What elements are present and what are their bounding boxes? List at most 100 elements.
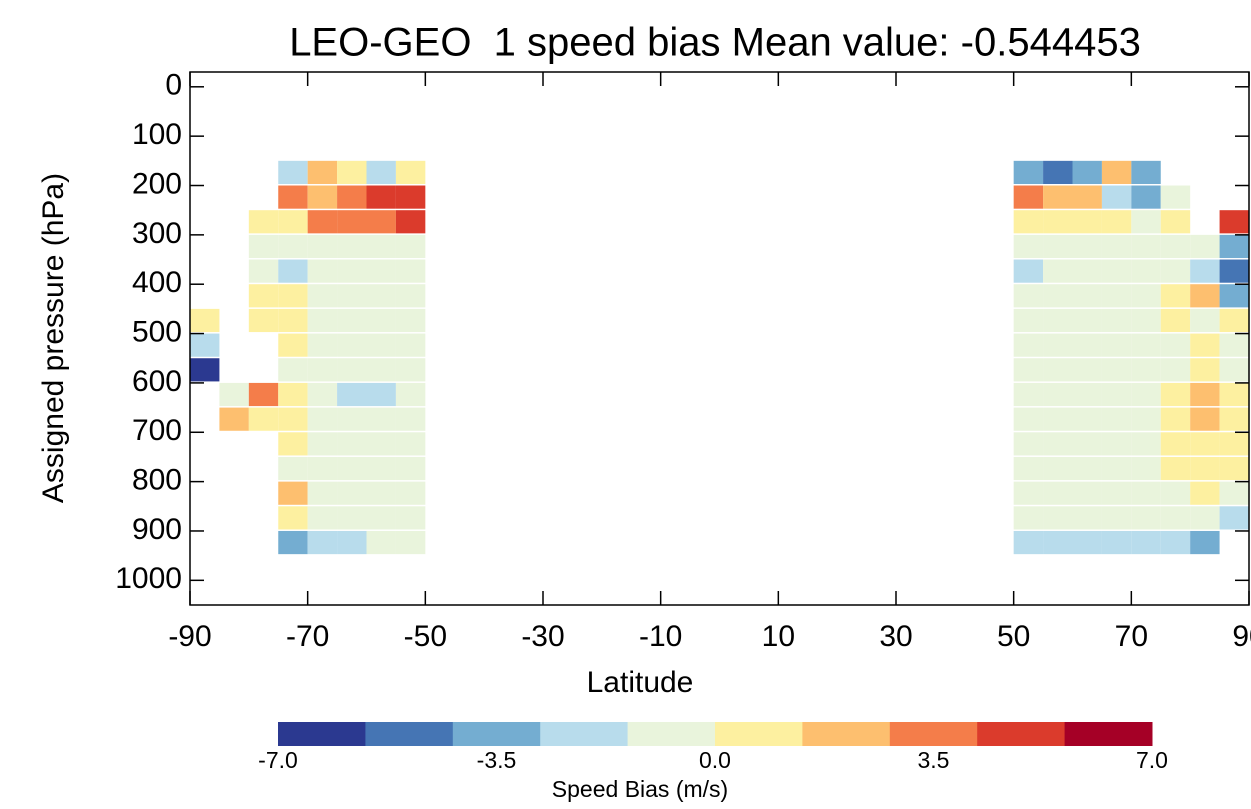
heatmap-cell: [1219, 432, 1249, 456]
heatmap-cell: [1190, 234, 1220, 259]
heatmap-cell: [1131, 506, 1161, 530]
heatmap-cell: [366, 456, 396, 481]
heatmap-cell: [1190, 382, 1220, 407]
heatmap-cell: [395, 185, 426, 209]
heatmap-cell: [1190, 284, 1220, 308]
heatmap-cell: [337, 481, 367, 505]
heatmap-cell: [1101, 481, 1132, 505]
heatmap-cell: [366, 481, 396, 505]
heatmap-cell: [395, 481, 426, 505]
heatmap-cell: [1101, 210, 1132, 234]
heatmap-cell: [1190, 333, 1220, 357]
heatmap-cell: [1043, 358, 1073, 382]
heatmap-cell: [1101, 160, 1132, 185]
heatmap-cell: [1013, 284, 1044, 308]
heatmap-cell: [278, 506, 308, 530]
heatmap-cell: [1131, 259, 1161, 283]
heatmap-cell: [1131, 530, 1161, 555]
heatmap-cell: [1013, 432, 1044, 456]
y-tick-label: 700: [132, 414, 182, 447]
heatmap-cell: [1219, 481, 1249, 505]
heatmap-cell: [395, 308, 426, 333]
chart-title: LEO-GEO 1 speed bias Mean value: -0.5444…: [289, 21, 1141, 65]
heatmap-cell: [395, 210, 426, 234]
colorbar-swatch: [278, 722, 366, 746]
heatmap-cell: [1219, 506, 1249, 530]
heatmap-cell: [1013, 530, 1044, 555]
x-tick-label: 30: [879, 620, 912, 653]
heatmap-cell: [278, 382, 308, 407]
heatmap-cell: [395, 160, 426, 185]
heatmap-cell: [278, 481, 308, 505]
heatmap-cell: [307, 481, 338, 505]
heatmap-cell: [366, 160, 396, 185]
heatmap-cell: [278, 530, 308, 555]
heatmap-cell: [190, 333, 220, 357]
heatmap-cell: [1190, 358, 1220, 382]
heatmap-cell: [1101, 530, 1132, 555]
heatmap-cell: [278, 432, 308, 456]
heatmap-cell: [1131, 358, 1161, 382]
heatmap-cell: [337, 530, 367, 555]
heatmap-cell: [1219, 308, 1249, 333]
heatmap-cell: [1101, 259, 1132, 283]
heatmap-cell: [1219, 333, 1249, 357]
heatmap-cell: [1131, 160, 1161, 185]
y-tick-label: 1000: [115, 562, 182, 595]
heatmap-cell: [248, 234, 279, 259]
heatmap-cell: [1043, 407, 1073, 431]
heatmap-cell: [366, 284, 396, 308]
heatmap-cell: [337, 506, 367, 530]
heatmap-cell: [1101, 382, 1132, 407]
heatmap-cell: [395, 333, 426, 357]
heatmap-cell: [1043, 333, 1073, 357]
heatmap-cell: [1101, 185, 1132, 209]
heatmap-cell: [1131, 308, 1161, 333]
x-tick-label: -50: [404, 620, 447, 653]
heatmap-cell: [1131, 382, 1161, 407]
heatmap-cell: [1043, 432, 1073, 456]
heatmap-cell: [1219, 284, 1249, 308]
y-tick-label: 100: [132, 118, 182, 151]
heatmap-cell: [1043, 259, 1073, 283]
heatmap-cell: [278, 456, 308, 481]
heatmap-cell: [1013, 308, 1044, 333]
heatmap-cell: [1072, 456, 1102, 481]
heatmap-cell: [1131, 407, 1161, 431]
heatmap-cell: [248, 308, 279, 333]
heatmap-cell: [337, 308, 367, 333]
heatmap-cell: [307, 382, 338, 407]
heatmap-cell: [337, 185, 367, 209]
colorbar-swatch: [540, 722, 629, 746]
heatmap-cell: [1072, 407, 1102, 431]
heatmap-cell: [366, 407, 396, 431]
heatmap-cell: [1131, 456, 1161, 481]
heatmap-cell: [1160, 382, 1191, 407]
heatmap-cell: [1190, 481, 1220, 505]
heatmap-cell: [1043, 210, 1073, 234]
heatmap-cell: [1219, 358, 1249, 382]
heatmap-cell: [1072, 160, 1102, 185]
heatmap-cell: [278, 358, 308, 382]
heatmap-cell: [278, 407, 308, 431]
colorbar-tick-label: -7.0: [258, 747, 298, 773]
heatmap-cell: [366, 358, 396, 382]
heatmap-cell: [1043, 234, 1073, 259]
x-tick-label: 10: [762, 620, 795, 653]
x-axis-label: Latitude: [587, 666, 694, 699]
heatmap-cell: [1131, 234, 1161, 259]
heatmap-cell: [1160, 259, 1191, 283]
x-tick-label: -30: [521, 620, 564, 653]
heatmap-cell: [307, 308, 338, 333]
colorbar-tick-label: -3.5: [477, 747, 517, 773]
heatmap-cell: [307, 506, 338, 530]
heatmap-cell: [307, 284, 338, 308]
heatmap-cell: [1072, 259, 1102, 283]
heatmap-cell: [219, 382, 249, 407]
heatmap-cell: [1072, 432, 1102, 456]
plot-frame: [189, 71, 1250, 606]
heatmap-cell: [1160, 210, 1191, 234]
heatmap-cell: [337, 358, 367, 382]
heatmap-cell: [307, 530, 338, 555]
heatmap-cell: [1131, 432, 1161, 456]
